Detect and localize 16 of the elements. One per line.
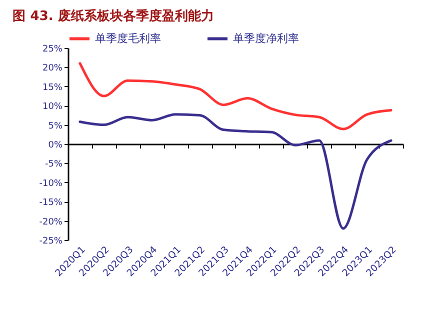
y-tick-label: -20% (39, 217, 63, 228)
y-tick-label: 15% (42, 82, 63, 93)
chart-title: 图 43. 废纸系板块各季度盈利能力 (12, 8, 214, 24)
y-tick-label: 5% (48, 121, 63, 132)
y-tick-label: 0% (48, 140, 63, 150)
y-tick-label: 20% (42, 64, 63, 74)
legend-label: 单季度净利率 (233, 32, 299, 45)
y-tick-label: 25% (42, 44, 63, 54)
y-tick-label: -15% (39, 198, 63, 208)
y-tick-label: 10% (42, 102, 63, 112)
y-tick-label: -25% (39, 236, 63, 246)
line-series (78, 113, 392, 230)
y-tick-label: -10% (39, 178, 63, 189)
y-tick-label: -5% (44, 160, 63, 170)
legend-label: 单季度毛利率 (95, 32, 161, 45)
line-series (78, 62, 392, 130)
